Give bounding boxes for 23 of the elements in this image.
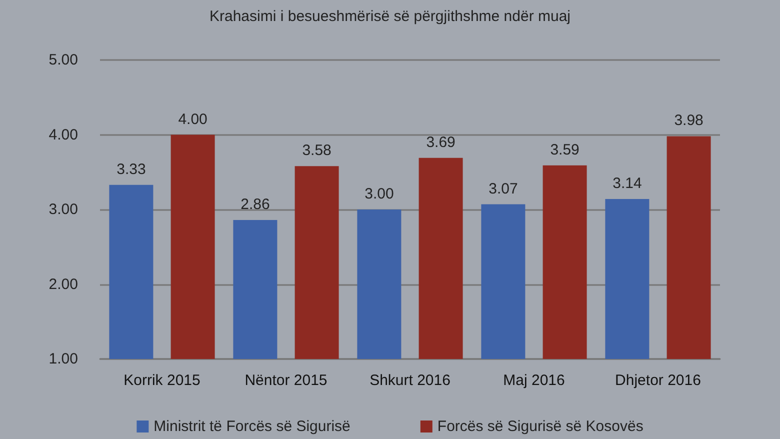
data-label: 3.07 <box>488 180 518 198</box>
data-label: 3.98 <box>674 112 704 130</box>
data-label: 3.14 <box>612 175 642 192</box>
legend-label: Ministrit të Forcës së Sigurisë <box>154 418 350 435</box>
data-label: 4.00 <box>178 110 208 128</box>
y-tick-label: 3.00 <box>48 201 78 218</box>
chart-title: Krahasimi i besueshmërisë së përgjithshme ndër muaj <box>210 8 570 25</box>
data-label: 3.59 <box>550 141 580 158</box>
x-tick-label: Maj 2016 <box>503 372 565 389</box>
legend-label: Forcës së Sigurisë së Kosovës <box>437 418 644 435</box>
x-tick-label: Dhjetor 2016 <box>615 372 701 389</box>
data-label: 3.69 <box>426 134 456 151</box>
x-tick-label: Shkurt 2016 <box>370 372 450 389</box>
data-label: 3.58 <box>302 142 332 160</box>
data-label: 3.00 <box>364 186 394 202</box>
y-tick-label: 2.00 <box>48 276 78 293</box>
y-tick-label: 1.00 <box>48 350 78 368</box>
x-tick-label: Nëntor 2015 <box>244 372 328 389</box>
x-tick-label: Korrik 2015 <box>124 372 200 389</box>
y-tick-label: 5.00 <box>48 52 78 68</box>
y-tick-label: 4.00 <box>48 126 78 144</box>
data-label: 2.86 <box>240 196 270 213</box>
data-label: 3.33 <box>116 160 146 178</box>
